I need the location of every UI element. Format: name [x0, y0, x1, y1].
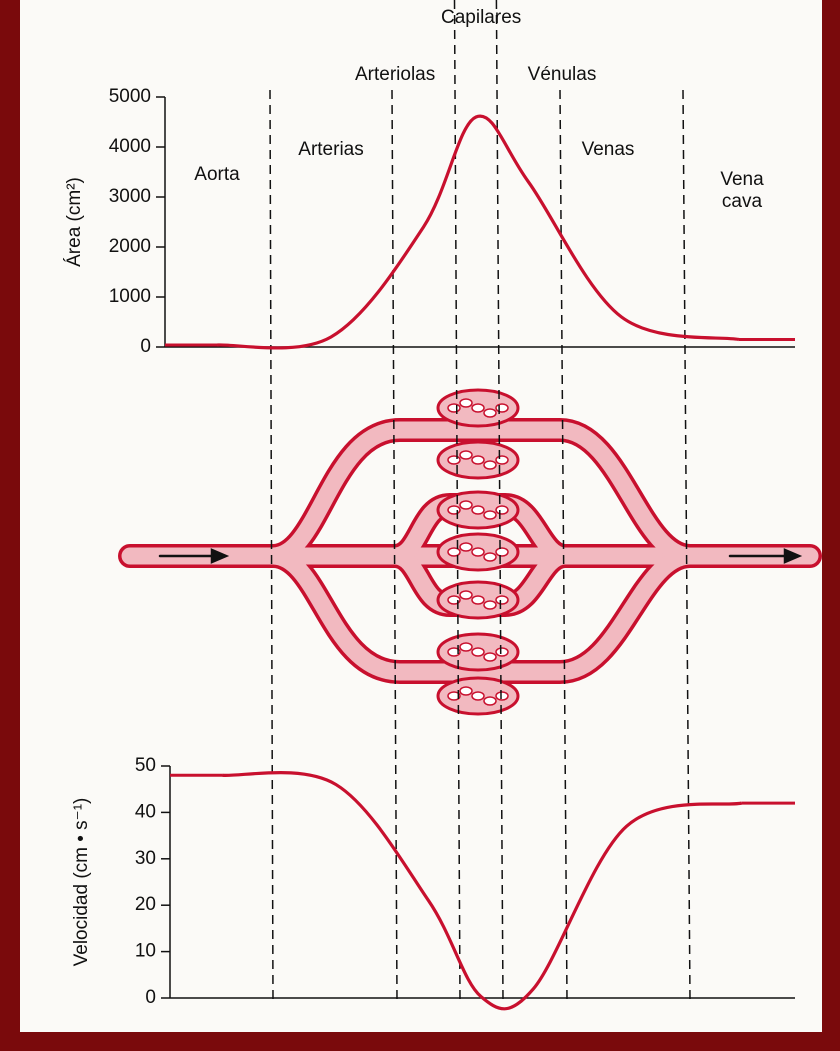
cell — [496, 506, 508, 514]
cell — [496, 596, 508, 604]
y-tick-label: 40 — [135, 801, 156, 822]
cell — [448, 548, 460, 556]
region-label: Capilares — [441, 7, 511, 29]
cell — [496, 404, 508, 412]
cell — [484, 601, 496, 609]
data-line — [223, 773, 742, 1009]
y-tick-label: 10 — [135, 941, 156, 962]
curve-tail — [165, 340, 795, 346]
cell — [484, 697, 496, 705]
cell — [460, 687, 472, 695]
page: {"chart_data": [ {"type": "line", "y_lab… — [0, 0, 840, 1051]
y-tick-label: 30 — [135, 848, 156, 869]
y-tick-label: 1000 — [109, 286, 151, 307]
y-axis-label: Velocidad (cm • s⁻¹) — [71, 798, 92, 967]
cell — [448, 456, 460, 464]
cell — [496, 648, 508, 656]
y-tick-label: 0 — [140, 336, 151, 357]
y-tick-label: 5000 — [109, 86, 151, 107]
cell — [460, 451, 472, 459]
cell — [472, 548, 484, 556]
cell — [460, 399, 472, 407]
y-tick-label: 4000 — [109, 136, 151, 157]
cell — [472, 456, 484, 464]
cell — [472, 648, 484, 656]
y-tick-label: 0 — [145, 987, 156, 1008]
cell — [484, 511, 496, 519]
region-label: Vénulas — [527, 64, 597, 86]
cell — [496, 548, 508, 556]
cell — [484, 653, 496, 661]
cell — [496, 692, 508, 700]
cell — [484, 553, 496, 561]
vessel-diagram — [130, 390, 810, 714]
y-tick-label: 3000 — [109, 186, 151, 207]
cell — [460, 591, 472, 599]
y-tick-label: 20 — [135, 894, 156, 915]
cell — [448, 404, 460, 412]
figure: 0 1000 2000 3000 4000 5000 Área (cm²) 0 10 20 30 40… — [0, 0, 840, 1051]
cell — [472, 596, 484, 604]
cell — [448, 506, 460, 514]
cell — [472, 506, 484, 514]
cell — [484, 461, 496, 469]
region-label: Arterias — [296, 139, 366, 161]
cell — [460, 543, 472, 551]
y-tick-label: 2000 — [109, 236, 151, 257]
region-label: Aorta — [182, 164, 252, 186]
cell — [472, 692, 484, 700]
cell — [496, 456, 508, 464]
curve-tail — [170, 775, 795, 803]
region-label: Arteriolas — [355, 64, 425, 86]
cell — [472, 404, 484, 412]
region-label: Vena cava — [707, 169, 777, 213]
cell — [460, 643, 472, 651]
cell — [460, 501, 472, 509]
region-label: Venas — [573, 139, 643, 161]
y-axis-label: Área (cm²) — [64, 177, 85, 267]
cell — [484, 409, 496, 417]
y-tick-label: 50 — [135, 755, 156, 776]
